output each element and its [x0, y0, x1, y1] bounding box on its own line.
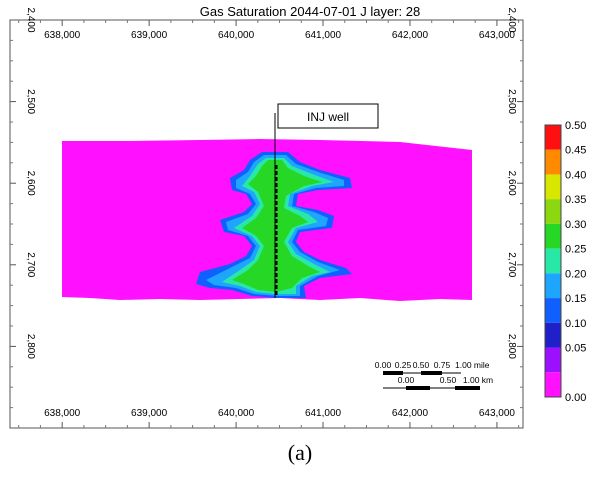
colorbar-swatch — [545, 248, 561, 274]
colorbar-swatch — [545, 298, 561, 323]
y-tick-label-right: 2,400 — [506, 7, 517, 32]
well-label: INJ well — [307, 110, 349, 124]
y-tick-label-left: 2,700 — [25, 252, 36, 277]
y-tick-label-left: 2,500 — [25, 89, 36, 114]
colorbar-label: 0.15 — [565, 293, 586, 305]
scale-km-seg — [406, 386, 430, 390]
colorbar-swatch — [545, 273, 561, 299]
scale-km-label: 0.00 — [398, 375, 415, 385]
colorbar-frame — [544, 124, 562, 398]
colorbar-swatch — [545, 372, 561, 397]
figure-caption: (a) — [287, 440, 313, 465]
colorbar-swatch — [545, 322, 561, 348]
scale-km-label: 0.50 — [440, 375, 457, 385]
x-tick-label-bottom: 639,000 — [131, 408, 168, 419]
scale-km-label: 1.00 km — [463, 375, 493, 385]
x-tick-label-bottom: 640,000 — [218, 408, 255, 419]
y-tick-label-right: 2,800 — [506, 334, 517, 359]
y-tick-label-right: 2,600 — [506, 171, 517, 196]
colorbar-swatch — [545, 223, 561, 249]
y-tick-label-left: 2,400 — [25, 7, 36, 32]
colorbar-label: 0.40 — [565, 169, 586, 181]
well-label-box: INJ well — [277, 103, 379, 129]
x-tick-label-bottom: 642,000 — [392, 408, 429, 419]
colorbar-label: 0.50 — [565, 120, 586, 132]
x-tick-label-bottom: 641,000 — [305, 408, 342, 419]
x-tick-label-bottom: 643,000 — [479, 408, 516, 419]
x-tick-label-top: 640,000 — [218, 30, 255, 41]
scale-mile-label: 0.25 — [395, 360, 412, 370]
x-tick-label-top: 643,000 — [479, 30, 516, 41]
scale-mile-label: 0.00 — [375, 360, 392, 370]
x-tick-label-top: 642,000 — [392, 30, 429, 41]
colorbar-label: 0.00 — [565, 392, 586, 404]
gas-saturation-map: 638,000 638,000 639,000 639,000 640,000 640,0… — [9, 7, 586, 429]
colorbar-label: 0.20 — [565, 268, 586, 280]
x-tick-label-top: 638,000 — [44, 30, 81, 41]
colorbar: 0.50 0.45 0.40 0.35 0.30 0.25 0.20 0.15 0.10 0.05… — [544, 120, 586, 404]
colorbar-swatch — [545, 174, 561, 200]
scale-mile-label: 1.00 mile — [455, 360, 490, 370]
scale-km-seg — [455, 386, 480, 390]
scale-mile-label: 0.50 — [413, 360, 430, 370]
colorbar-swatch — [545, 149, 561, 175]
injection-well — [274, 113, 278, 298]
colorbar-swatch — [545, 347, 561, 373]
y-tick-label-right: 2,500 — [506, 89, 517, 114]
colorbar-label: 0.05 — [565, 343, 586, 355]
x-tick-label-top: 639,000 — [131, 30, 168, 41]
colorbar-label: 0.10 — [565, 318, 586, 330]
chart-title: Gas Saturation 2044-07-01 J layer: 28 — [199, 4, 421, 19]
colorbar-label: 0.35 — [565, 194, 586, 206]
x-tick-label-top: 641,000 — [305, 30, 342, 41]
scale-mile-seg — [383, 371, 403, 375]
colorbar-swatch — [545, 125, 561, 150]
x-tick-label-bottom: 638,000 — [44, 408, 81, 419]
y-tick-label-right: 2,700 — [506, 252, 517, 277]
scale-mile-seg — [421, 371, 442, 375]
colorbar-label: 0.25 — [565, 244, 586, 256]
y-tick-label-left: 2,600 — [25, 171, 36, 196]
colorbar-swatch — [545, 199, 561, 224]
colorbar-label: 0.45 — [565, 145, 586, 157]
scale-mile-label: 0.75 — [434, 360, 451, 370]
y-tick-label-left: 2,800 — [25, 334, 36, 359]
colorbar-label: 0.30 — [565, 219, 586, 231]
